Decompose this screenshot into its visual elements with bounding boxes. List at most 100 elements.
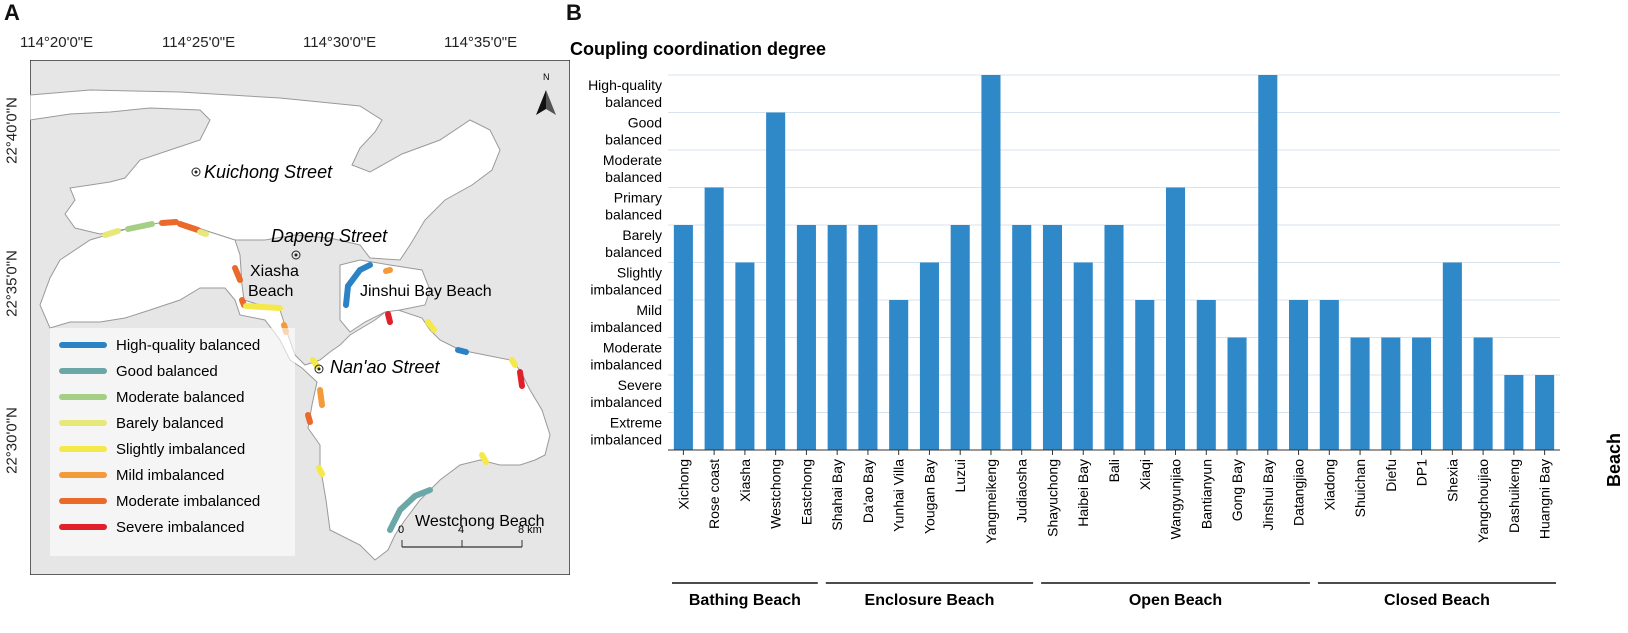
x-tick-label: Xiasha [737, 459, 753, 502]
legend-label: Mild imbalanced [116, 467, 224, 484]
beach-label-xiasha-2: Beach [248, 283, 293, 300]
bar [1196, 300, 1216, 450]
chart-title: Coupling coordination degree [570, 39, 826, 59]
x-tick-label: Judiaosha [1014, 459, 1030, 523]
x-tick-label: Xichong [675, 459, 691, 510]
legend-label: High-quality balanced [116, 337, 260, 354]
x-tick-label: Shexia [1444, 459, 1460, 502]
group-label: Open Beach [1129, 592, 1222, 609]
x-axis-label: Beach [1604, 433, 1624, 487]
bar [1504, 375, 1524, 450]
x-tick-label: Wangyunjiao [1168, 459, 1184, 540]
y-tick-label: Slightly [617, 264, 662, 280]
lon-tick-3: 114°30'0"E [303, 34, 377, 51]
town-markers [191, 167, 324, 374]
north-arrow-icon: N [536, 72, 556, 115]
lat-tick-3: 22°30'0"N [3, 407, 21, 474]
scale-8: 8 km [518, 524, 542, 536]
x-tick-label: Luzui [952, 459, 968, 492]
x-tick-label: Da'ao Bay [860, 459, 876, 523]
coupling-bar-chart: Coupling coordination degree Extremeimba… [570, 39, 1624, 609]
scale-4: 4 [458, 524, 464, 536]
legend-label: Slightly imbalanced [116, 441, 245, 458]
y-tick-label: balanced [605, 206, 662, 222]
lat-tick-2: 22°35'0"N [3, 250, 21, 317]
lat-tick-1: 22°40'0"N [3, 97, 21, 164]
legend-label: Moderate balanced [116, 389, 244, 406]
y-tick-label: Moderate [603, 339, 662, 355]
y-tick-label: balanced [605, 244, 662, 260]
x-tick-label: Westchong [768, 459, 784, 529]
x-tick-label: Bantianyun [1198, 459, 1214, 529]
y-tick-label: imbalanced [590, 394, 662, 410]
group-label: Bathing Beach [689, 592, 801, 609]
y-tick-label: balanced [605, 131, 662, 147]
legend-label: Barely balanced [116, 415, 224, 432]
bar [673, 225, 693, 450]
x-tick-label: Xiaqi [1137, 459, 1153, 490]
bar [1412, 337, 1432, 450]
y-tick-label: Severe [618, 377, 663, 393]
bar [981, 75, 1001, 450]
coast-segments [102, 219, 525, 533]
bar [1258, 75, 1278, 450]
bar [1381, 337, 1401, 450]
place-nanao: Nan'ao Street [330, 357, 441, 377]
y-tick-label: balanced [605, 169, 662, 185]
place-kuichong: Kuichong Street [204, 162, 333, 182]
y-tick-label: Extreme [610, 414, 662, 430]
x-tick-label: Eastchong [798, 459, 814, 525]
y-tick-label: imbalanced [590, 281, 662, 297]
bar [1042, 225, 1063, 450]
lon-tick-1: 114°20'0"E [20, 34, 94, 51]
x-tick-label: Yunhai Villa [891, 459, 907, 532]
group-label: Closed Beach [1384, 592, 1490, 609]
y-tick-label: High-quality [588, 77, 662, 93]
legend-background [50, 328, 295, 556]
bar [1135, 300, 1155, 450]
y-axis-ticks: ExtremeimbalancedSevereimbalancedModerat… [588, 77, 662, 448]
bar [919, 262, 939, 450]
beach-label-jinshui: Jinshui Bay Beach [360, 283, 492, 300]
x-tick-label: DP1 [1414, 459, 1430, 486]
land-peninsula [39, 221, 551, 561]
land-east [339, 259, 431, 333]
legend-label: Severe imbalanced [116, 519, 244, 536]
y-tick-label: imbalanced [590, 431, 662, 447]
bar [796, 225, 816, 450]
bar [1319, 300, 1339, 450]
x-tick-label: Diefu [1383, 459, 1399, 492]
y-tick-label: imbalanced [590, 319, 662, 335]
y-tick-label: imbalanced [590, 356, 662, 372]
bar [950, 225, 970, 450]
bar [1165, 187, 1186, 450]
north-label: N [543, 72, 550, 82]
y-tick-label: Barely [622, 227, 662, 243]
x-tick-label: Bali [1106, 459, 1122, 482]
panel-label-a: A [4, 0, 20, 25]
x-tick-label: Jinshui Bay [1260, 459, 1276, 531]
bar [1227, 337, 1247, 450]
x-axis-ticks: Xichong Rose coast Xiasha Westchong Eastchon… [675, 450, 1553, 544]
y-tick-label: Mild [636, 302, 662, 318]
legend-label: Moderate imbalanced [116, 493, 260, 510]
bar [1442, 262, 1462, 450]
x-tick-label: Dashuikeng [1506, 459, 1522, 533]
scale-0: 0 [398, 524, 404, 536]
x-tick-label: Xiadong [1321, 459, 1337, 510]
beach-label-xiasha-1: Xiasha [250, 263, 299, 280]
lon-tick-4: 114°35'0"E [444, 34, 518, 51]
bar [766, 112, 786, 450]
legend-label: Good balanced [116, 363, 218, 380]
bar [1104, 225, 1124, 450]
x-tick-label: Huangni Bay [1537, 459, 1553, 539]
x-tick-label: Shuichan [1352, 459, 1368, 517]
bar [704, 187, 724, 450]
y-tick-label: Good [628, 114, 662, 130]
bar [735, 262, 755, 450]
x-tick-label: Yougan Bay [921, 459, 937, 534]
bar [1289, 300, 1309, 450]
bar [889, 300, 909, 450]
x-tick-label: Yangmeikeng [983, 459, 999, 544]
group-label: Enclosure Beach [865, 592, 995, 609]
